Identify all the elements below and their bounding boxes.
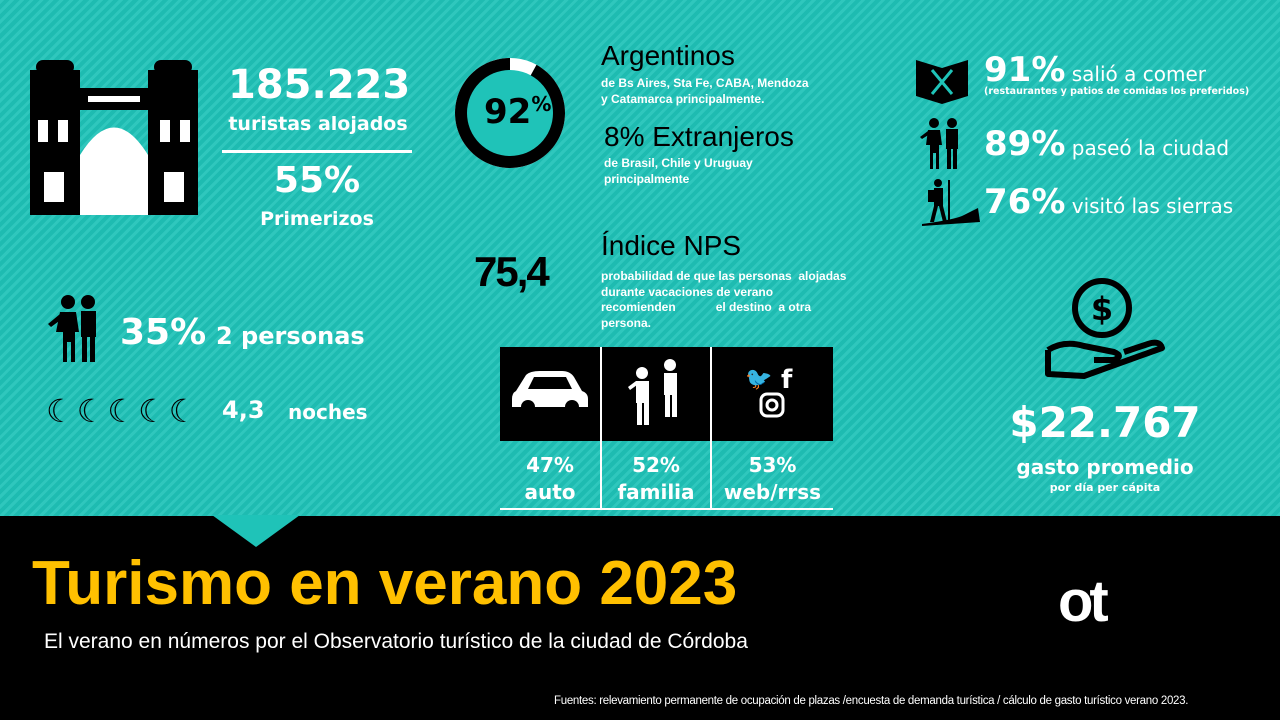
svg-text:🐦: 🐦 <box>745 367 772 392</box>
transport-label: auto <box>524 480 576 504</box>
nps-title: Índice NPS <box>601 230 742 261</box>
activity-label: paseó la ciudad <box>1065 136 1230 160</box>
family-icon <box>624 357 688 431</box>
money-hand-icon: $ <box>1045 278 1165 379</box>
car-icon <box>510 367 590 421</box>
first-timers-pct: 55% <box>273 160 361 201</box>
moons-icon: ☾☾☾☾☾ <box>46 392 200 430</box>
divider <box>222 150 412 153</box>
transport-icon-cell <box>500 347 600 441</box>
activity-label: salió a comer <box>1065 62 1206 86</box>
activity-label: visitó las sierras <box>1065 194 1234 218</box>
social-media-icon: 🐦 f <box>743 362 803 426</box>
svg-text:f: f <box>781 365 793 395</box>
nps-description: probabilidad de que las personas alojada… <box>601 269 846 331</box>
activity-item: 89% paseó la ciudad <box>984 124 1229 164</box>
extranjeros-desc-2: principalmente <box>604 172 690 186</box>
activity-pct: 91% <box>984 50 1066 90</box>
grid-bottom-line <box>500 508 833 510</box>
sources-note: Fuentes: relevamiento permanente de ocup… <box>554 695 1189 707</box>
svg-text:$: $ <box>1091 290 1113 328</box>
nps-desc-4: persona. <box>601 315 652 330</box>
transport-stat: 52% familia <box>602 452 710 506</box>
ot-logo: ot <box>1058 569 1109 634</box>
argentinos-pct: 92% <box>484 92 551 132</box>
nights-value: 4,3 <box>222 396 265 424</box>
tourists-count: 185.223 <box>228 62 411 108</box>
first-timers-label: Primerizos <box>260 208 374 230</box>
pct-sign: % <box>531 92 552 116</box>
activity-pct: 89% <box>984 124 1066 164</box>
nps-desc-2: durante vacaciones de verano <box>601 284 774 299</box>
nps-desc-3: recomienden el destino a otra <box>601 300 812 314</box>
restaurant-icon <box>916 60 968 104</box>
spending-sub: por día per cápita <box>1049 481 1161 494</box>
activity-pct: 76% <box>984 182 1066 222</box>
page-title: Turismo en verano 2023 <box>32 549 738 618</box>
tourists-label: turistas alojados <box>228 113 408 135</box>
transport-label: familia <box>617 480 695 504</box>
extranjeros-desc-1: de Brasil, Chile y Uruguay <box>604 156 753 170</box>
transport-label: web/rrss <box>723 480 822 504</box>
spending-label: gasto promedio <box>1016 455 1194 479</box>
nps-value: 75,4 <box>474 248 550 295</box>
argentinos-label: Argentinos <box>601 40 735 71</box>
couple-icon <box>48 295 96 362</box>
hiker-icon <box>922 179 980 226</box>
transport-pct: 47% <box>526 453 574 477</box>
transport-stat: 47% auto <box>500 452 600 506</box>
nps-desc-1: probabilidad de que las personas alojada… <box>601 269 847 283</box>
group-pct: 35% <box>120 312 207 353</box>
activity-item: 91% salió a comer (restaurantes y patios … <box>984 50 1249 97</box>
activity-note: (restaurantes y patios de comidas los pr… <box>984 86 1250 97</box>
nights-label: noches <box>288 400 368 424</box>
page-subtitle: El verano en números por el Observatorio… <box>44 630 748 653</box>
argentinos-pct-value: 92 <box>484 92 532 132</box>
spending-amount: $22.767 <box>1009 398 1201 447</box>
panel-notch <box>212 515 300 547</box>
transport-icon-cell: 🐦 f <box>712 347 833 441</box>
couple-sightseeing-icon <box>920 118 958 169</box>
transport-icon-cell <box>602 347 710 441</box>
origin-donut <box>455 58 565 168</box>
grid-divider <box>710 347 712 510</box>
argentinos-desc-1: de Bs Aires, Sta Fe, CABA, Mendoza <box>601 76 809 90</box>
infographic-panel <box>0 0 1280 516</box>
activity-item: 76% visitó las sierras <box>984 182 1233 222</box>
transport-stat: 53% web/rrss <box>712 452 833 506</box>
argentinos-desc-2: y Catamarca principalmente. <box>601 92 765 106</box>
transport-pct: 53% <box>748 453 797 477</box>
group-label: 2 personas <box>216 322 365 350</box>
grid-divider <box>600 347 602 510</box>
extranjeros-label: 8% Extranjeros <box>604 121 794 152</box>
arch-monument-icon <box>30 60 198 215</box>
transport-pct: 52% <box>632 453 680 477</box>
